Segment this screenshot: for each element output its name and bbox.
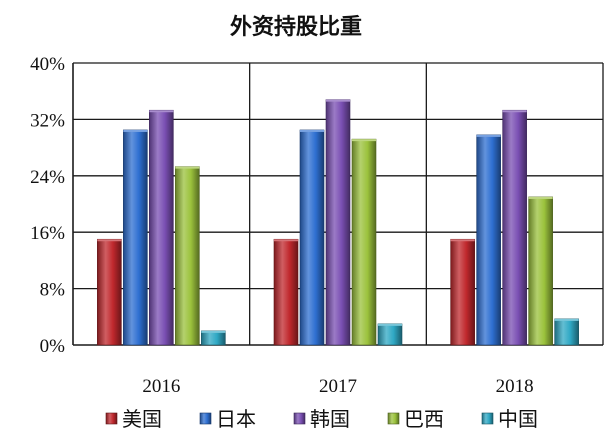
y-tick-label: 0% <box>40 336 66 357</box>
bar-cap <box>201 330 226 333</box>
chart-title: 外资持股比重 <box>230 14 362 39</box>
legend-label: 巴西 <box>404 409 444 431</box>
x-tick-label: 2018 <box>496 376 534 397</box>
bar-cap <box>450 239 475 242</box>
bar <box>201 330 226 346</box>
bar <box>175 166 200 346</box>
legend-swatch <box>387 412 400 425</box>
x-tick-label: 2017 <box>319 376 357 397</box>
y-tick-label: 24% <box>30 167 65 188</box>
y-tick-labels: 0% 8% 16% 24% 32% 40% <box>30 54 65 357</box>
bar-cap <box>97 239 122 242</box>
bar-cap <box>528 196 553 199</box>
y-tick-label: 8% <box>40 280 66 301</box>
legend-label: 韩国 <box>310 408 350 431</box>
legend: 美国 日本 韩国 巴西 中国 <box>105 408 538 431</box>
bar-cap <box>326 99 350 102</box>
legend-label: 日本 <box>216 408 256 431</box>
y-tick-label: 40% <box>30 54 65 75</box>
bar-cap <box>554 318 579 321</box>
bar <box>149 109 174 346</box>
bar <box>502 109 527 346</box>
bar-cap <box>123 129 148 132</box>
bar-cap <box>352 139 376 142</box>
bar <box>351 138 377 346</box>
x-tick-label: 2016 <box>142 376 180 397</box>
legend-label: 中国 <box>498 408 538 431</box>
bar <box>299 129 325 346</box>
legend-label: 美国 <box>122 408 162 431</box>
bar-cap <box>274 239 298 242</box>
bar <box>554 318 579 346</box>
bar-cap <box>175 166 200 169</box>
bar-cap <box>378 323 402 326</box>
bars <box>97 99 579 346</box>
bar <box>325 99 351 346</box>
bar-cap <box>149 110 174 113</box>
bar-cap <box>476 134 501 137</box>
bar <box>377 323 403 346</box>
bar <box>97 238 122 346</box>
legend-swatch <box>293 412 306 425</box>
bar-cap <box>502 110 527 113</box>
bar-cap <box>300 129 324 132</box>
x-tick-labels: 2016 2017 2018 <box>142 376 533 397</box>
y-tick-label: 16% <box>30 223 65 244</box>
bar <box>450 238 475 346</box>
bar <box>273 238 299 346</box>
y-tick-label: 32% <box>30 110 65 131</box>
legend-swatch <box>105 412 118 425</box>
bar <box>528 196 553 346</box>
legend-swatch <box>199 412 212 425</box>
legend-swatch <box>481 412 494 425</box>
bar <box>476 134 501 346</box>
bar <box>123 129 148 346</box>
